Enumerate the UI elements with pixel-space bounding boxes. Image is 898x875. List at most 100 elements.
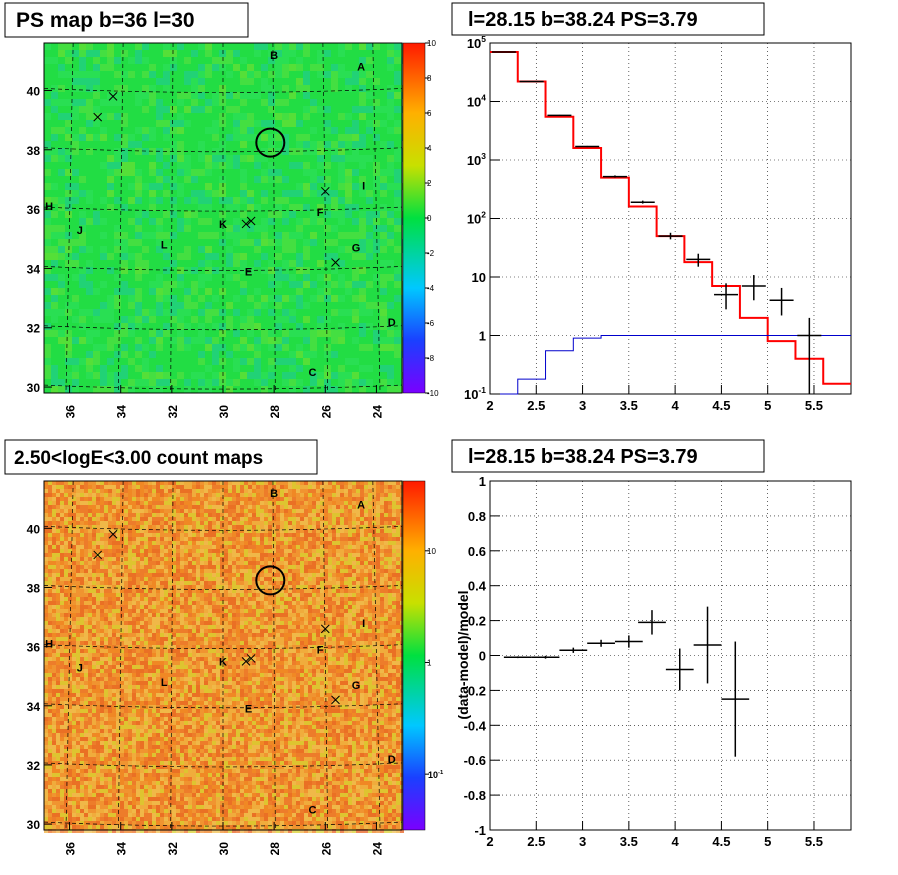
map-pixel (324, 127, 331, 134)
map-pixel (149, 386, 156, 393)
map-pixel (328, 597, 332, 601)
map-pixel (120, 509, 124, 513)
map-pixel (93, 85, 100, 92)
map-pixel (176, 489, 180, 493)
map-pixel (192, 545, 196, 549)
map-pixel (312, 505, 316, 509)
map-pixel (44, 561, 48, 565)
map-pixel (132, 585, 136, 589)
source-x-marker (108, 92, 118, 101)
map-pixel (107, 267, 114, 274)
map-pixel (332, 481, 336, 485)
map-pixel (148, 629, 152, 633)
map-pixel (394, 71, 401, 78)
map-pixel (396, 485, 400, 489)
colorbar-tick-label: -6 (427, 319, 435, 328)
map-pixel (388, 593, 392, 597)
map-pixel (142, 134, 149, 141)
map-pixel (296, 481, 300, 485)
map-pixel (284, 509, 288, 513)
map-pixel (135, 148, 142, 155)
map-pixel (328, 513, 332, 517)
map-pixel (282, 71, 289, 78)
map-pixel (56, 613, 60, 617)
map-pixel (44, 246, 51, 253)
map-pixel (124, 549, 128, 553)
map-pixel (48, 529, 52, 533)
map-pixel (100, 609, 104, 613)
map-pixel (132, 537, 136, 541)
count-map-title: 2.50<logE<3.00 count maps (14, 448, 263, 469)
map-pixel (163, 71, 170, 78)
map-pixel (292, 621, 296, 625)
map-pixel (191, 50, 198, 57)
map-pixel (172, 493, 176, 497)
map-pixel (184, 629, 188, 633)
map-pixel (72, 183, 79, 190)
map-pixel (336, 573, 340, 577)
map-pixel (247, 155, 254, 162)
map-pixel (292, 545, 296, 549)
map-pixel (359, 379, 366, 386)
ps-map-graticule (43, 42, 403, 394)
map-pixel (275, 358, 282, 365)
map-pixel (176, 605, 180, 609)
map-pixel (282, 330, 289, 337)
region-label-h: H (45, 201, 53, 213)
map-pixel (177, 281, 184, 288)
map-pixel (44, 617, 48, 621)
map-pixel (96, 525, 100, 529)
map-pixel (84, 625, 88, 629)
map-pixel (288, 605, 292, 609)
map-pixel (228, 589, 232, 593)
map-pixel (198, 379, 205, 386)
map-pixel (356, 501, 360, 505)
map-pixel (140, 493, 144, 497)
map-pixel (272, 561, 276, 565)
map-pixel (88, 577, 92, 581)
map-pixel (360, 541, 364, 545)
map-pixel (208, 585, 212, 589)
map-pixel (51, 295, 58, 302)
map-pixel (224, 565, 228, 569)
map-pixel (156, 553, 160, 557)
map-pixel (100, 489, 104, 493)
map-pixel (310, 232, 317, 239)
map-pixel (96, 561, 100, 565)
map-pixel (104, 501, 108, 505)
map-pixel (64, 481, 68, 485)
map-pixel (212, 190, 219, 197)
map-pixel (192, 525, 196, 529)
map-pixel (164, 581, 168, 585)
map-pixel (292, 533, 296, 537)
map-pixel (373, 120, 380, 127)
map-pixel (220, 557, 224, 561)
map-pixel (331, 337, 338, 344)
map-pixel (128, 386, 135, 393)
map-pixel (88, 537, 92, 541)
map-pixel (84, 613, 88, 617)
map-pixel (260, 569, 264, 573)
map-pixel (205, 50, 212, 57)
map-pixel (338, 218, 345, 225)
map-pixel (364, 549, 368, 553)
map-pixel (226, 253, 233, 260)
map-pixel (163, 281, 170, 288)
map-pixel (68, 565, 72, 569)
map-pixel (65, 211, 72, 218)
map-pixel (48, 517, 52, 521)
map-pixel (177, 316, 184, 323)
map-pixel (121, 162, 128, 169)
map-pixel (84, 541, 88, 545)
map-pixel (56, 557, 60, 561)
map-pixel (384, 569, 388, 573)
map-pixel (264, 497, 268, 501)
map-pixel (135, 57, 142, 64)
map-pixel (364, 613, 368, 617)
map-pixel (144, 485, 148, 489)
map-pixel (120, 497, 124, 501)
map-pixel (331, 253, 338, 260)
map-pixel (100, 545, 104, 549)
map-pixel (128, 553, 132, 557)
map-pixel (328, 569, 332, 573)
